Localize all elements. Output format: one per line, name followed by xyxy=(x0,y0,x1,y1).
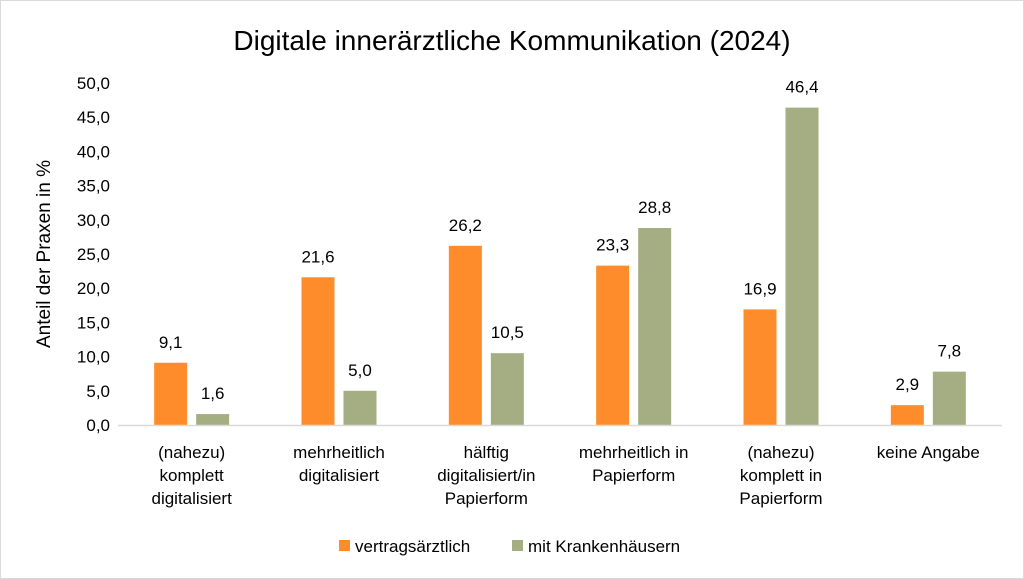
bar xyxy=(785,107,819,426)
bar xyxy=(154,362,188,425)
data-label: 23,3 xyxy=(596,236,629,255)
legend-swatch xyxy=(512,540,523,551)
y-tick-label: 0,0 xyxy=(86,416,110,435)
bar xyxy=(596,265,630,425)
bar xyxy=(890,405,924,425)
y-axis-label: Anteil der Praxen in % xyxy=(34,160,55,348)
y-tick-label: 35,0 xyxy=(77,177,110,196)
x-tick-label: Papierform xyxy=(445,489,528,508)
data-label: 16,9 xyxy=(743,279,776,298)
bar xyxy=(196,414,230,425)
bar xyxy=(638,228,672,425)
x-tick-label: hälftig xyxy=(464,443,509,462)
chart-title: Digitale innerärztliche Kommunikation (2… xyxy=(233,25,790,56)
x-tick-label: komplett in xyxy=(740,466,822,485)
data-label: 1,6 xyxy=(201,384,225,403)
x-tick-label: Papierform xyxy=(739,489,822,508)
y-tick-label: 45,0 xyxy=(77,108,110,127)
data-label: 9,1 xyxy=(159,333,183,352)
bar xyxy=(448,245,482,425)
legend-label: vertragsärztlich xyxy=(355,537,470,556)
x-tick-label: (nahezu) xyxy=(158,443,225,462)
y-tick-label: 50,0 xyxy=(77,74,110,93)
bar xyxy=(743,309,777,425)
y-tick-label: 15,0 xyxy=(77,313,110,332)
data-label: 46,4 xyxy=(785,78,818,97)
legend-swatch xyxy=(339,540,350,551)
bar xyxy=(343,390,377,425)
legend-label: mit Krankenhäusern xyxy=(528,537,680,556)
y-tick-label: 40,0 xyxy=(77,142,110,161)
x-tick-label: Papierform xyxy=(592,466,675,485)
x-tick-label: komplett xyxy=(160,466,225,485)
x-tick-label: keine Angabe xyxy=(877,443,980,462)
data-label: 28,8 xyxy=(638,198,671,217)
y-tick-label: 30,0 xyxy=(77,211,110,230)
data-label: 10,5 xyxy=(491,323,524,342)
data-label: 5,0 xyxy=(348,361,372,380)
data-label: 21,6 xyxy=(301,247,334,266)
data-label: 7,8 xyxy=(938,342,962,361)
x-tick-label: digitalisiert/in xyxy=(437,466,535,485)
bar xyxy=(932,371,966,425)
x-tick-label: mehrheitlich xyxy=(293,443,385,462)
x-tick-label: (nahezu) xyxy=(747,443,814,462)
bar xyxy=(301,277,335,425)
x-tick-label: digitalisiert xyxy=(299,466,380,485)
y-tick-label: 25,0 xyxy=(77,245,110,264)
x-tick-label: mehrheitlich in xyxy=(579,443,689,462)
bar xyxy=(490,353,524,425)
y-tick-label: 10,0 xyxy=(77,348,110,367)
data-label: 2,9 xyxy=(896,375,920,394)
x-tick-label: digitalisiert xyxy=(152,489,233,508)
y-tick-label: 5,0 xyxy=(86,382,110,401)
data-label: 26,2 xyxy=(449,216,482,235)
y-tick-label: 20,0 xyxy=(77,279,110,298)
